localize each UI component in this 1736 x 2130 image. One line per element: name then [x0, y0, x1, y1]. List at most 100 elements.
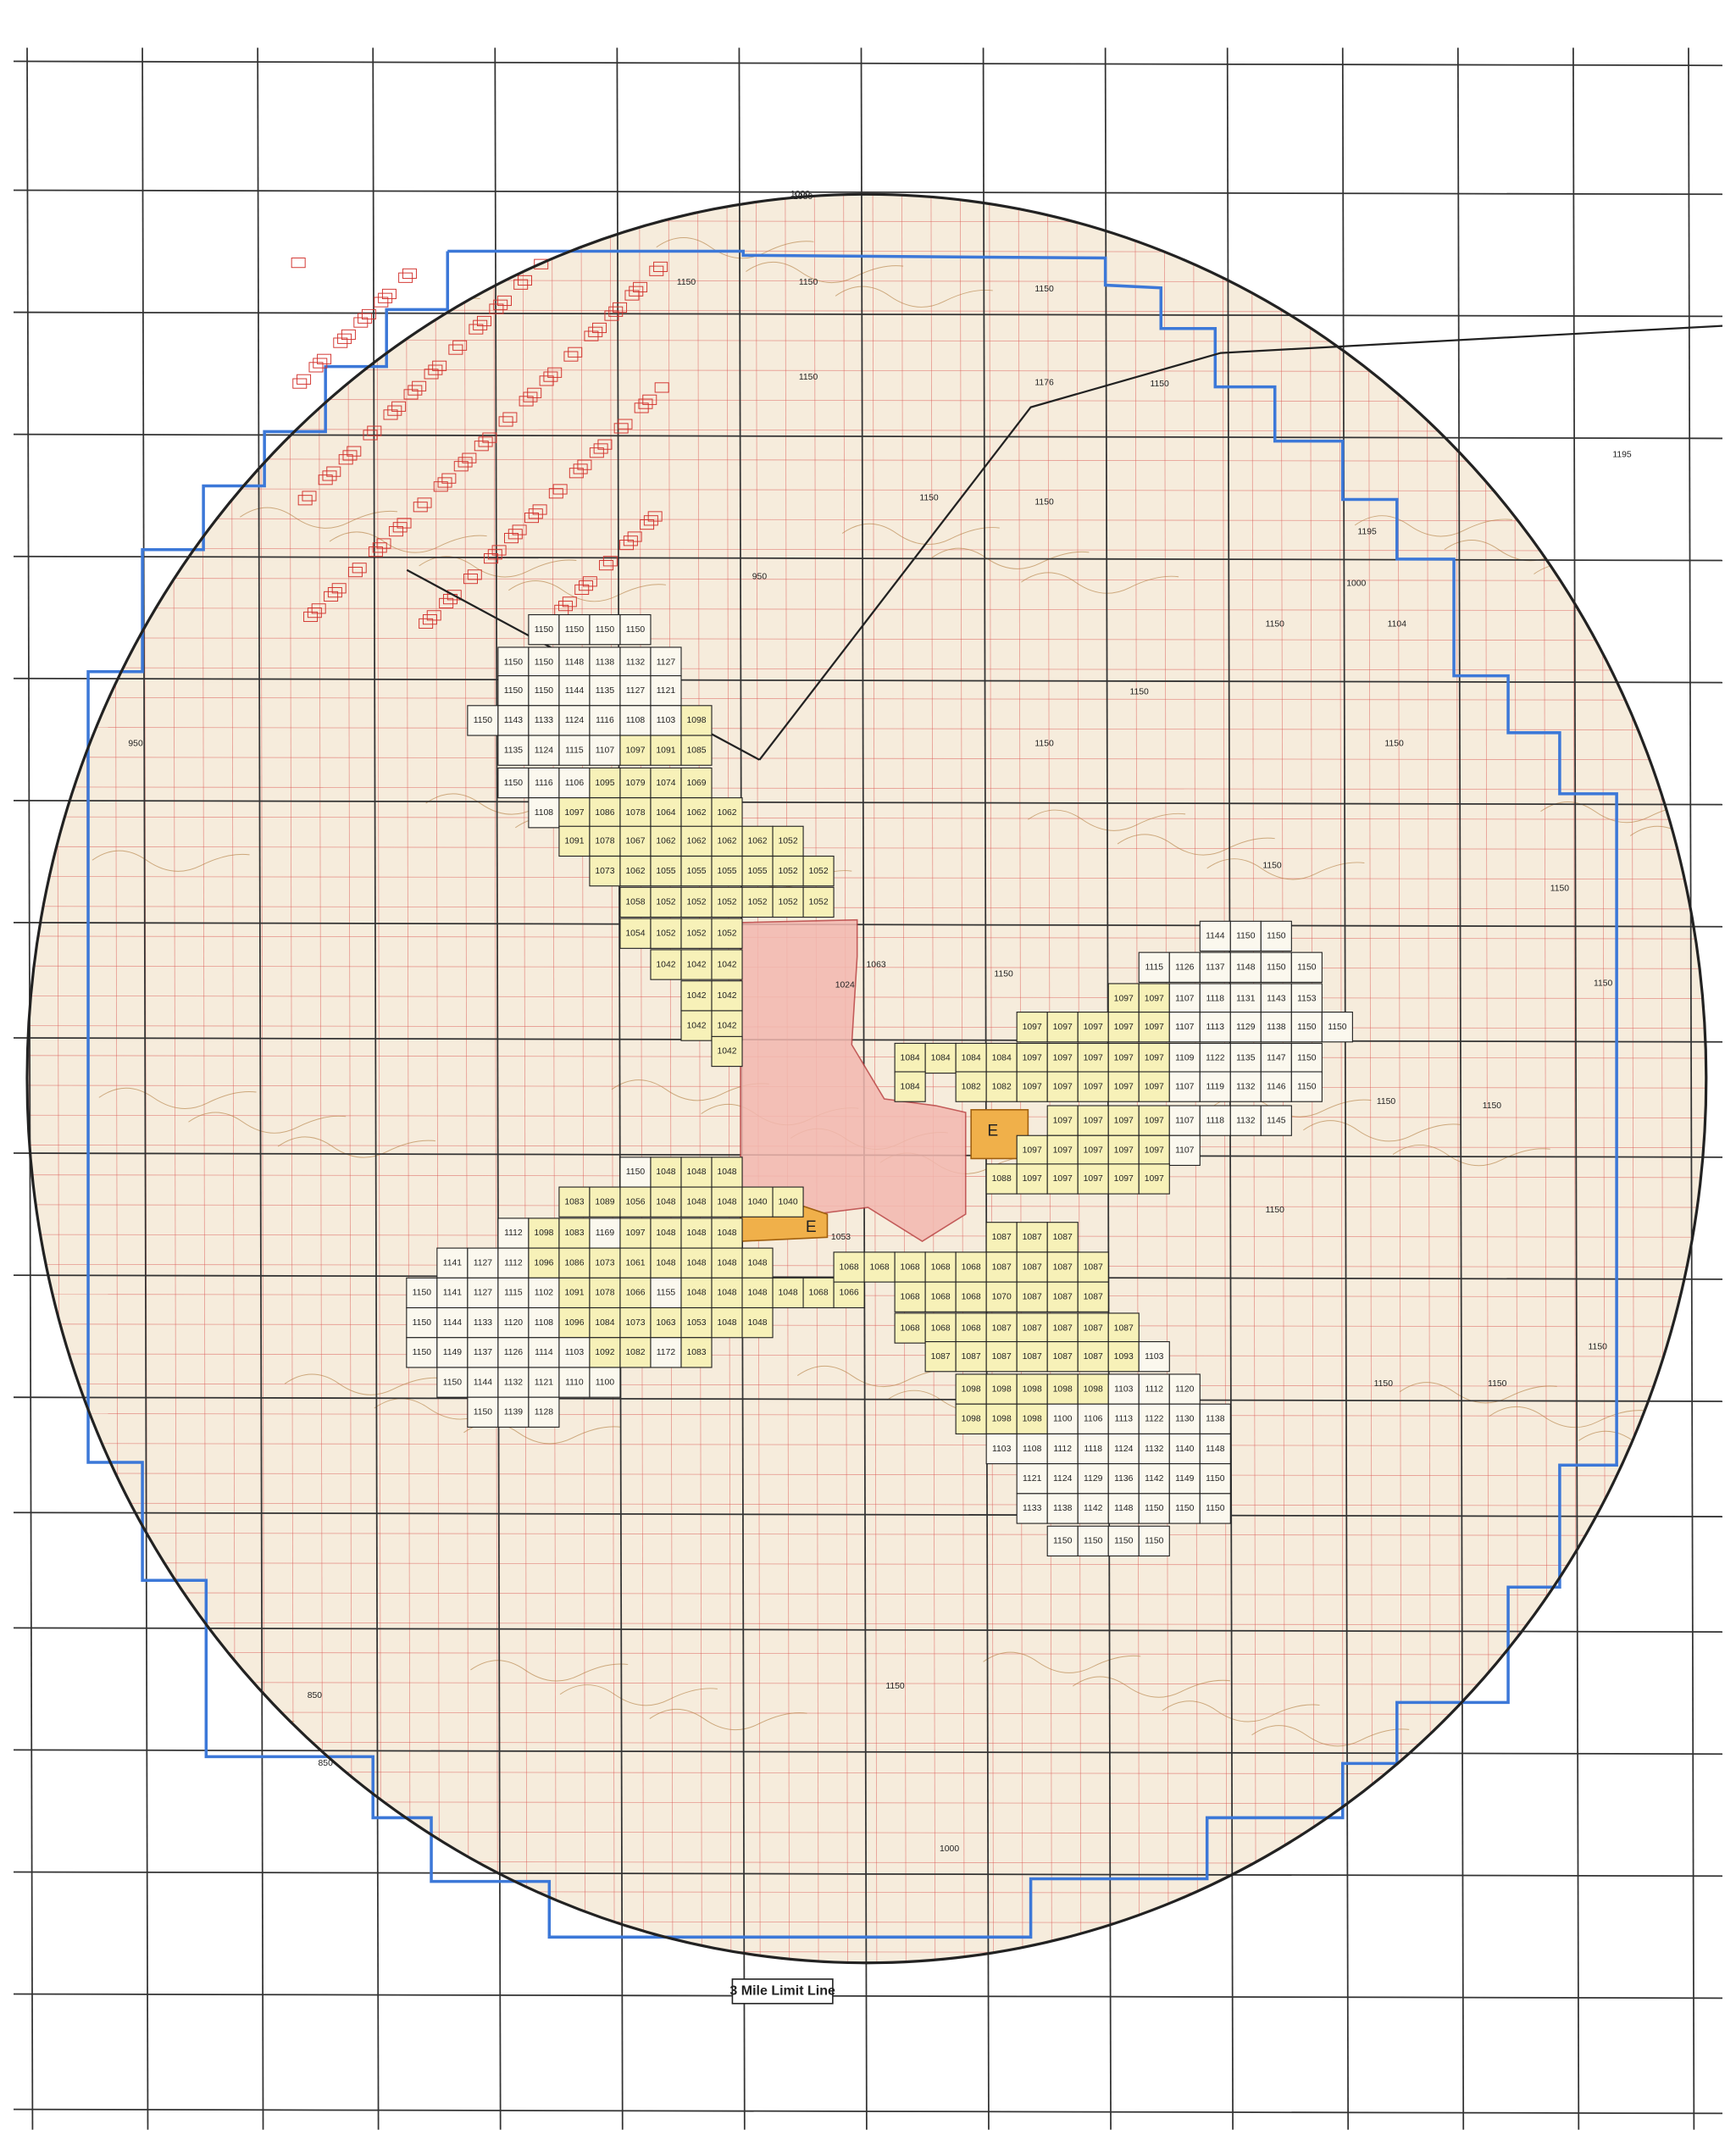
- cell-label: 1073: [595, 1258, 614, 1267]
- cell: [1199, 1071, 1231, 1102]
- town-block: [473, 319, 488, 330]
- cell-label: 1150: [474, 716, 493, 725]
- cell: [711, 825, 743, 857]
- survey-line: [1339, 194, 1344, 1963]
- contour: [240, 507, 398, 529]
- cell: [741, 1306, 774, 1339]
- cell: [772, 1186, 804, 1218]
- town-block: [539, 375, 554, 386]
- cell-label: 1048: [717, 1318, 736, 1328]
- town-block: [388, 526, 403, 537]
- elevation-label: 1150: [799, 278, 818, 287]
- cell-label: 1135: [596, 686, 615, 696]
- cell: [1168, 951, 1201, 983]
- survey-line: [580, 194, 586, 1963]
- town-block: [353, 317, 369, 328]
- cell: [497, 767, 530, 799]
- cell-label: 1097: [1053, 1054, 1073, 1063]
- elevation-label: 1150: [1488, 1379, 1507, 1389]
- cell-label: 1112: [504, 1229, 523, 1238]
- cell: [1077, 1071, 1109, 1102]
- cell-label: 1150: [1297, 1054, 1317, 1063]
- survey-line: [1367, 194, 1373, 1963]
- contour: [284, 1373, 442, 1395]
- town-block: [432, 360, 447, 371]
- cell: [406, 1337, 438, 1368]
- cell-label: 1150: [1267, 932, 1286, 941]
- town-block: [507, 529, 523, 540]
- cell: [1016, 1281, 1048, 1312]
- legend-box: [731, 1978, 834, 2005]
- cell-label: 1068: [931, 1323, 951, 1333]
- section-line: [14, 189, 1722, 196]
- town-block: [322, 470, 337, 481]
- contour: [329, 531, 487, 553]
- town-block: [417, 497, 432, 508]
- elevation-label: 1000: [940, 1844, 959, 1854]
- cell-label: 1098: [1023, 1384, 1042, 1394]
- cell-label: 1142: [1145, 1474, 1164, 1484]
- section-grid: [14, 47, 1722, 2130]
- cell-label: 1048: [686, 1258, 706, 1267]
- survey-line: [27, 1711, 1706, 1716]
- cell: [467, 1396, 499, 1428]
- elevation-label: 950: [752, 572, 768, 581]
- cell-label: 1087: [1084, 1262, 1103, 1272]
- cell: [680, 735, 713, 766]
- cell-label: 1052: [778, 867, 797, 876]
- section-line: [14, 1512, 1722, 1517]
- cell-label: 1144: [443, 1318, 463, 1328]
- survey-line: [27, 637, 1706, 641]
- elevation-label: 950: [128, 739, 143, 748]
- cell-label: 1143: [504, 716, 524, 725]
- cell-label: 1048: [717, 1168, 736, 1177]
- town-block: [527, 387, 542, 398]
- cell-label: 1148: [565, 657, 585, 667]
- cell-label: 1097: [1053, 1174, 1073, 1184]
- town-block: [387, 405, 402, 416]
- elevation-label: 1150: [1374, 1379, 1394, 1389]
- cell: [711, 1247, 743, 1279]
- cell: [711, 886, 743, 918]
- cell-label: 1132: [1236, 1082, 1256, 1091]
- cell: [589, 1186, 621, 1218]
- cell-label: 1097: [1053, 1146, 1073, 1156]
- survey-line: [406, 194, 411, 1963]
- town-block: [513, 279, 529, 290]
- survey-line: [552, 194, 557, 1963]
- cell-label: 1127: [474, 1289, 493, 1298]
- cell-label: 1150: [535, 686, 554, 696]
- town-block: [534, 258, 549, 269]
- survey-line: [27, 1532, 1706, 1536]
- town-block: [378, 292, 393, 303]
- survey-line: [27, 1323, 1706, 1328]
- town-block: [412, 380, 427, 391]
- cell-label: 1118: [1206, 1116, 1225, 1125]
- survey-line: [1426, 194, 1432, 1963]
- cell: [772, 886, 804, 918]
- cell: [1138, 1105, 1170, 1136]
- cell-label: 1148: [1206, 1445, 1225, 1454]
- cell: [528, 797, 560, 829]
- cell-label: 1149: [1175, 1474, 1195, 1484]
- town-block: [640, 519, 655, 530]
- town-block: [478, 436, 493, 447]
- cell-label: 1097: [1023, 1023, 1042, 1032]
- town-block: [408, 385, 423, 396]
- cell-label: 1052: [778, 837, 797, 846]
- cell: [650, 1277, 682, 1309]
- cell-label: 1102: [535, 1289, 554, 1298]
- town-block: [297, 374, 312, 385]
- cell-label: 1042: [686, 1021, 706, 1030]
- cell: [1199, 1493, 1231, 1524]
- cell-label: 1145: [1267, 1116, 1286, 1125]
- cell-label: 1110: [565, 1378, 584, 1387]
- cell: [558, 1337, 591, 1368]
- cell: [741, 1186, 774, 1218]
- town-block: [374, 297, 389, 308]
- cell: [680, 797, 713, 829]
- cell-label: 1103: [657, 716, 676, 725]
- cell-label: 1097: [1145, 1174, 1164, 1184]
- three-mile-circle: [25, 192, 1708, 1965]
- cell: [650, 886, 682, 918]
